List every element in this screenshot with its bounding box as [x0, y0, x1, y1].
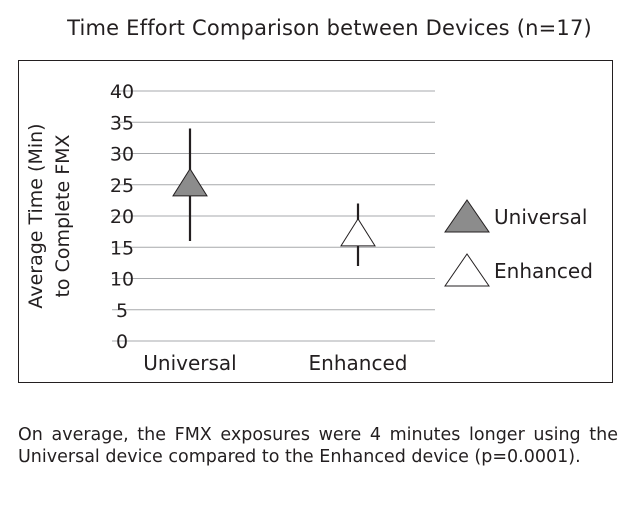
y-tick-label: 0: [116, 331, 128, 353]
x-tick-label: Universal: [143, 351, 236, 375]
legend-label: Enhanced: [494, 259, 593, 283]
gridlines: [112, 90, 435, 342]
y-axis-label-line: to Complete FMX: [52, 134, 74, 297]
y-tick-label: 25: [110, 175, 134, 197]
y-tick-label: 35: [110, 112, 134, 134]
legend: Universal Enhanced: [444, 199, 593, 287]
legend-marker: [444, 253, 490, 287]
mean-marker: [172, 167, 208, 197]
y-tick-label: 20: [110, 206, 134, 228]
x-tick-labels: Universal Enhanced: [143, 351, 407, 375]
x-tick-label: Enhanced: [309, 351, 408, 375]
y-tick-label: 30: [110, 144, 134, 166]
y-tick-label: 10: [110, 269, 134, 291]
y-axis-label: Average Time (Min) to Complete FMX: [25, 123, 74, 308]
y-tick-label: 15: [110, 237, 134, 259]
caption: On average, the FMX exposures were 4 min…: [18, 425, 618, 467]
chart-frame: [18, 60, 613, 383]
mean-marker: [340, 217, 376, 247]
chart-title: Time Effort Comparison between Devices (…: [67, 16, 592, 40]
data-marks: [172, 128, 376, 266]
y-tick-labels: 0 5 10 15 20 25 30 35 40: [110, 81, 134, 353]
y-tick-label: 5: [116, 300, 128, 322]
legend-label: Universal: [494, 205, 587, 229]
legend-marker: [444, 199, 490, 233]
y-axis-label-line: Average Time (Min): [25, 123, 47, 308]
y-tick-label: 40: [110, 81, 134, 103]
